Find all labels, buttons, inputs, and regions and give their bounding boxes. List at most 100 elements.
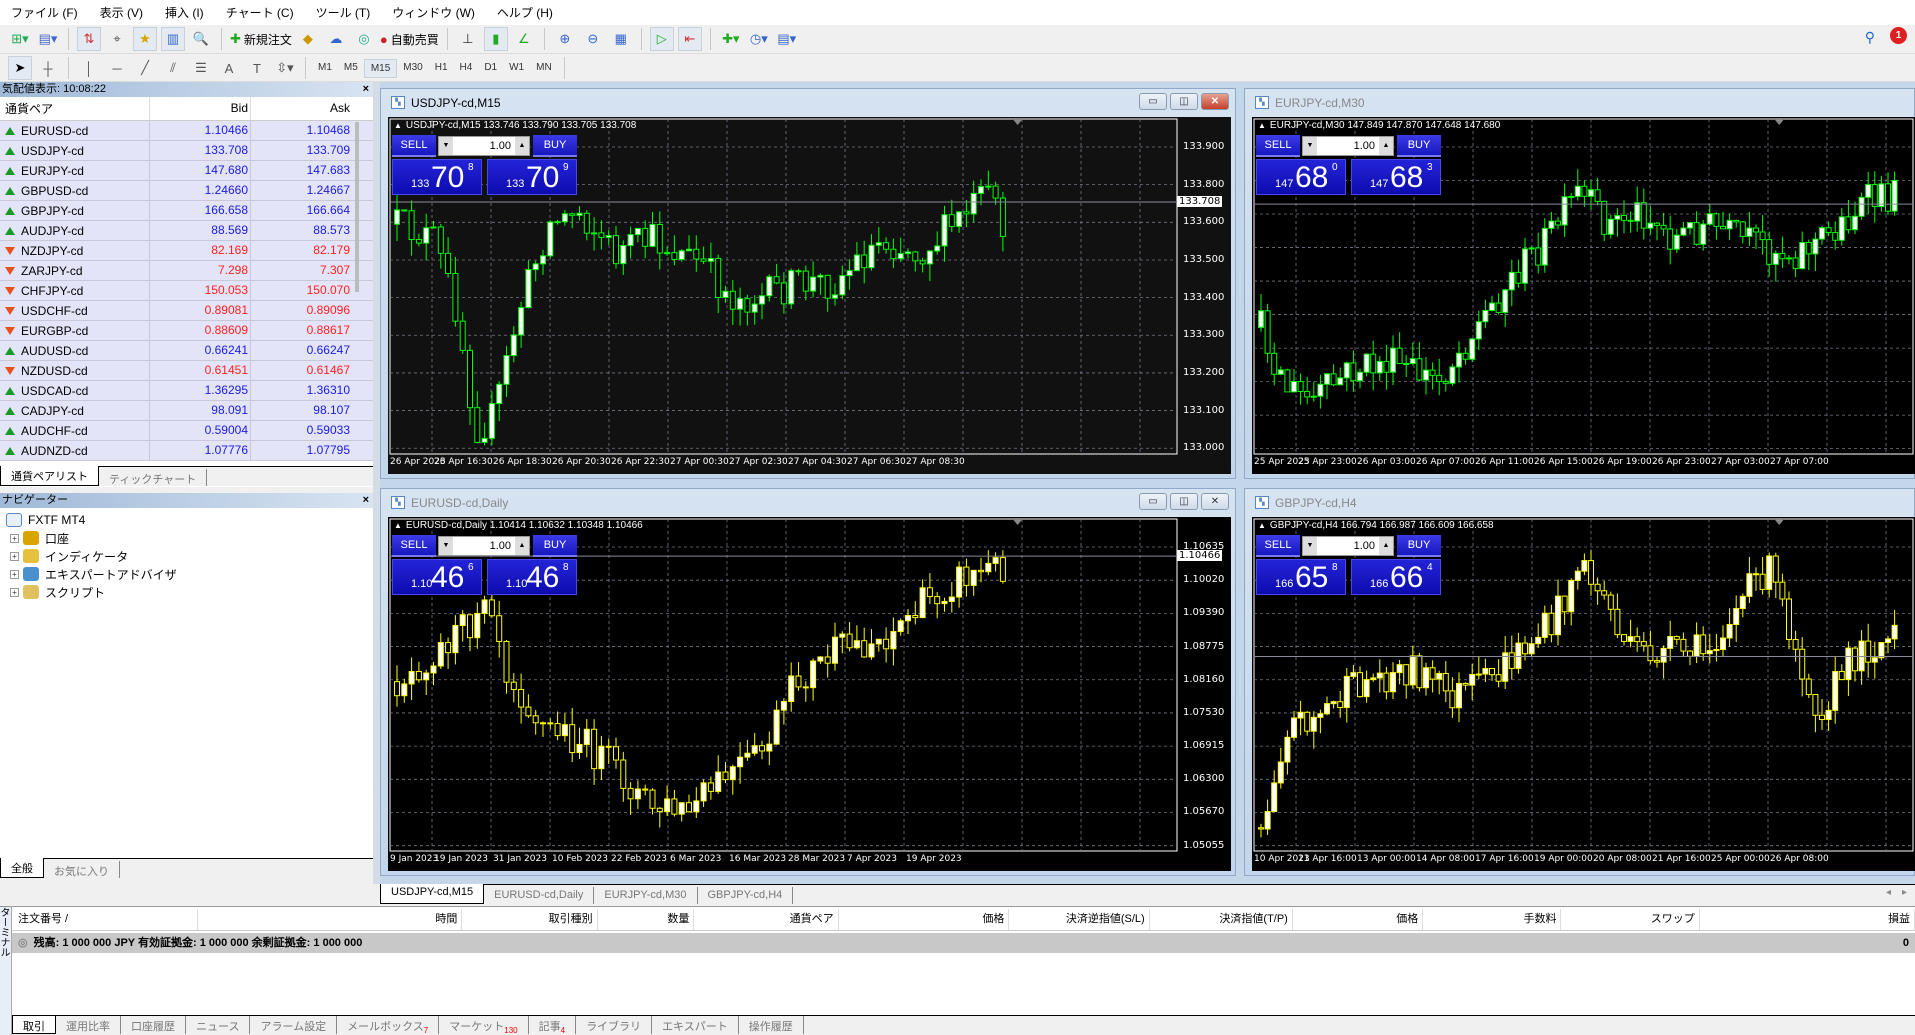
collapse-arrow-icon[interactable]: ▲ xyxy=(1258,521,1266,530)
crosshair-icon[interactable]: ┼ xyxy=(43,60,53,76)
lot-size-stepper[interactable]: ▼ 1.00 ▲ xyxy=(438,136,530,156)
terminal-column-header[interactable]: 取引種別 xyxy=(462,909,598,930)
market-icon[interactable]: ◎ xyxy=(358,31,370,46)
search-icon[interactable]: ⚲ xyxy=(1864,29,1875,45)
vertical-line-icon[interactable]: │ xyxy=(84,60,94,76)
lot-size-stepper[interactable]: ▼ 1.00 ▲ xyxy=(438,536,530,556)
sell-price-button[interactable]: 1.10 46 6 xyxy=(392,559,482,595)
buy-button[interactable]: BUY xyxy=(533,135,577,157)
terminal-column-header[interactable]: 価格 xyxy=(1293,909,1424,930)
terminal-column-header[interactable]: 価格 xyxy=(839,909,1010,930)
menu-item[interactable]: 挿入 (I) xyxy=(165,6,204,20)
buy-price-button[interactable]: 147 68 3 xyxy=(1351,159,1441,195)
candlestick-icon[interactable]: ▮ xyxy=(483,27,508,51)
market-watch-icon[interactable]: ⇅ xyxy=(77,27,101,51)
timeframe-w1[interactable]: W1 xyxy=(509,61,525,73)
text-icon[interactable]: A xyxy=(224,60,234,76)
new-chart-icon[interactable]: ⊞▾ xyxy=(11,31,29,46)
column-pair[interactable]: 通貨ペア xyxy=(0,97,150,120)
minimize-button[interactable]: ▭ xyxy=(1139,493,1167,510)
terminal-tab[interactable]: エキスパート xyxy=(652,1016,739,1034)
zoom-out-icon[interactable]: ⊖ xyxy=(587,31,599,46)
menu-item[interactable]: ウィンドウ (W) xyxy=(392,6,475,20)
menu-item[interactable]: 表示 (V) xyxy=(99,6,144,20)
close-button[interactable]: ✕ xyxy=(1201,493,1229,510)
buy-price-button[interactable]: 133 70 9 xyxy=(487,159,577,195)
timeframe-m15[interactable]: M15 xyxy=(363,58,398,78)
horizontal-line-icon[interactable]: ─ xyxy=(112,60,122,76)
close-button[interactable]: ✕ xyxy=(1201,93,1229,110)
nav-item[interactable]: + 口座 xyxy=(0,529,373,547)
lot-size-value[interactable]: 1.00 xyxy=(489,540,511,552)
chart-canvas[interactable]: 1.10635 1.10020 1.09390 1.08775 1.08160 1.075… xyxy=(388,517,1231,871)
tab-favorites[interactable]: お気に入り xyxy=(44,861,120,878)
sell-button[interactable]: SELL xyxy=(392,535,436,557)
buy-button[interactable]: BUY xyxy=(533,535,577,557)
market-watch-row[interactable]: AUDUSD-cd 0.66241 0.66247 xyxy=(0,341,373,361)
lot-size-value[interactable]: 1.00 xyxy=(1353,540,1375,552)
market-watch-row[interactable]: AUDCHF-cd 0.59004 0.59033 xyxy=(0,421,373,441)
increase-lot-icon[interactable]: ▲ xyxy=(1379,137,1393,155)
expand-icon[interactable]: + xyxy=(10,587,19,597)
nav-item[interactable]: + インディケータ xyxy=(0,547,373,565)
text-label-icon[interactable]: T xyxy=(253,60,261,76)
lot-size-value[interactable]: 1.00 xyxy=(1353,140,1375,152)
sell-price-button[interactable]: 133 70 8 xyxy=(392,159,482,195)
sell-price-button[interactable]: 147 68 0 xyxy=(1256,159,1346,195)
timeframe-h4[interactable]: H4 xyxy=(459,61,473,73)
buy-price-button[interactable]: 166 66 4 xyxy=(1351,559,1441,595)
timeframe-m5[interactable]: M5 xyxy=(343,61,358,73)
market-watch-row[interactable]: EURUSD-cd 1.10466 1.10468 xyxy=(0,121,373,141)
maximize-button[interactable]: ◫ xyxy=(1170,493,1198,510)
buy-price-button[interactable]: 1.10 46 8 xyxy=(487,559,577,595)
maximize-button[interactable]: ◫ xyxy=(1170,93,1198,110)
indicators-icon[interactable]: ✚▾ xyxy=(722,31,740,46)
lot-size-value[interactable]: 1.00 xyxy=(489,140,511,152)
chart-canvas[interactable]: 10 Apr 2023 11 Apr 16:00 13 Apr 00:00 14 Ap… xyxy=(1252,517,1915,871)
arrows-icon[interactable]: ⇳▾ xyxy=(276,60,294,75)
menu-item[interactable]: チャート (C) xyxy=(225,6,294,20)
market-watch-row[interactable]: NZDUSD-cd 0.61451 0.61467 xyxy=(0,361,373,381)
new-order-button[interactable]: ✚ 新規注文 xyxy=(230,31,292,47)
close-icon[interactable]: × xyxy=(362,494,369,506)
profiles-icon[interactable]: ▤▾ xyxy=(38,31,58,46)
market-watch-row[interactable]: USDCHF-cd 0.89081 0.89096 xyxy=(0,301,373,321)
terminal-column-header[interactable]: 数量 xyxy=(598,909,695,930)
line-chart-icon[interactable]: ∠ xyxy=(517,31,530,46)
chart-tab[interactable]: USDJPY-cd,M15 xyxy=(380,884,485,904)
chart-title-bar[interactable]: ▚ GBPJPY-cd,H4 xyxy=(1245,489,1914,516)
decrease-lot-icon[interactable]: ▼ xyxy=(439,137,453,155)
market-watch-row[interactable]: AUDJPY-cd 88.569 88.573 xyxy=(0,221,373,241)
terminal-tab[interactable]: ライブラリ xyxy=(576,1016,653,1034)
timeframe-m30[interactable]: M30 xyxy=(403,61,423,73)
terminal-column-header[interactable]: 決済指値(T/P) xyxy=(1150,909,1293,930)
data-window-icon[interactable]: ⌖ xyxy=(113,31,121,46)
navigator-icon[interactable]: ★ xyxy=(133,27,157,51)
timeframe-m1[interactable]: M1 xyxy=(318,61,332,73)
menu-item[interactable]: ツール (T) xyxy=(315,6,371,20)
chart-window[interactable]: ▚ EURJPY-cd,M30 25 Apr 2023 25 Apr 23:00 26 … xyxy=(1244,88,1915,479)
expand-icon[interactable]: + xyxy=(10,569,19,579)
increase-lot-icon[interactable]: ▲ xyxy=(1379,537,1393,555)
chart-tab[interactable]: EURJPY-cd,M30 xyxy=(594,887,698,904)
expand-icon[interactable]: + xyxy=(10,533,19,543)
market-watch-row[interactable]: USDJPY-cd 133.708 133.709 xyxy=(0,141,373,161)
column-bid[interactable]: Bid xyxy=(150,97,251,120)
chart-window[interactable]: ▚ USDJPY-cd,M15 ▭ ◫ ✕ 133.900 133.800 133.600 13… xyxy=(380,88,1236,479)
decrease-lot-icon[interactable]: ▼ xyxy=(1303,137,1317,155)
market-watch-row[interactable]: EURGBP-cd 0.88609 0.88617 xyxy=(0,321,373,341)
terminal-column-header[interactable]: 決済逆指値(S/L) xyxy=(1009,909,1150,930)
terminal-column-header[interactable]: スワップ xyxy=(1561,909,1700,930)
tab-scroll-left-icon[interactable]: ◂ xyxy=(1885,887,1891,898)
tab-scroll-right-icon[interactable]: ▸ xyxy=(1901,887,1907,898)
metaeditor-icon[interactable]: ◆ xyxy=(302,31,313,46)
sell-price-button[interactable]: 166 65 8 xyxy=(1256,559,1346,595)
terminal-column-header[interactable]: 損益 xyxy=(1700,909,1915,930)
market-watch-row[interactable]: EURJPY-cd 147.680 147.683 xyxy=(0,161,373,181)
zoom-in-icon[interactable]: ⊕ xyxy=(559,31,571,46)
signals-icon[interactable]: ☁ xyxy=(329,31,343,46)
terminal-tab[interactable]: ニュース xyxy=(186,1016,251,1034)
terminal-icon[interactable]: ▥ xyxy=(161,27,185,51)
tile-windows-icon[interactable]: ▦ xyxy=(614,31,627,46)
auto-scroll-icon[interactable]: ▷ xyxy=(649,27,674,51)
